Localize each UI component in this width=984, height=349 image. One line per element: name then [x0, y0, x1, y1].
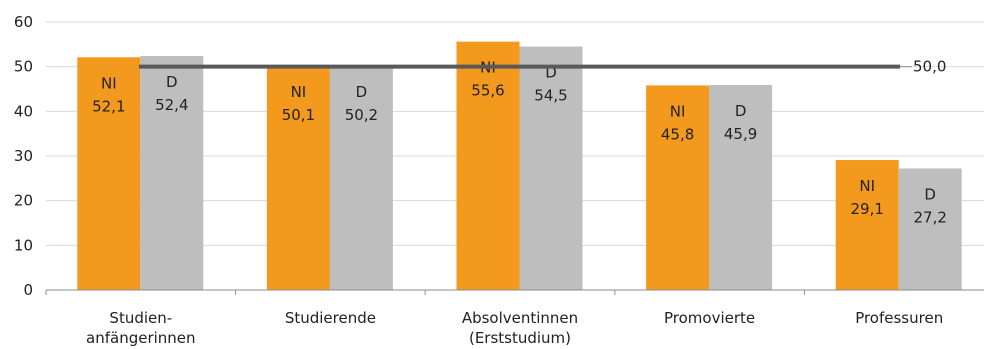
bar-ni [266, 66, 330, 290]
bar-ni [77, 57, 141, 290]
category-label: Studierende [285, 309, 376, 327]
bar-d [519, 46, 583, 290]
y-axis-ticks: 0 10 20 30 40 50 60 [14, 13, 33, 299]
reference-line-group: 50,0 [139, 58, 946, 76]
y-tick-label: 20 [14, 192, 33, 210]
y-tick-label: 30 [14, 147, 33, 165]
x-axis [45, 289, 984, 295]
bar-series-label: NI [101, 74, 117, 92]
bar-value-label: 27,2 [913, 209, 946, 227]
bar-ni [456, 41, 520, 290]
bar-value-label: 52,1 [92, 97, 125, 115]
y-tick-label: 50 [14, 58, 33, 76]
bar-value-label: 50,2 [345, 106, 378, 124]
bar-series-label: D [356, 83, 368, 101]
y-tick-label: 10 [14, 236, 33, 254]
category-label: Professuren [855, 309, 943, 327]
bar-value-label: 45,9 [724, 125, 757, 143]
y-tick-label: 60 [14, 13, 33, 31]
bars: NI 52,1 D 52,4 NI 50,1 D 50,2 NI 55,6 D 54,5 NI 45,8 D… [77, 41, 962, 290]
y-tick-label: 40 [14, 102, 33, 120]
category-label: Absolventinnen (Erststudium) [462, 309, 578, 347]
bar-series-label: D [545, 64, 557, 82]
bar-value-label: 54,5 [534, 87, 567, 105]
bar-series-label: D [924, 186, 936, 204]
bar-series-label: D [735, 102, 747, 120]
bar-ni [835, 160, 899, 290]
y-tick-label: 0 [23, 281, 33, 299]
bar-d [140, 55, 204, 290]
reference-line-label: 50,0 [913, 58, 946, 76]
bar-series-label: NI [291, 83, 307, 101]
bar-d [898, 168, 962, 290]
bar-value-label: 52,4 [155, 96, 188, 114]
bar-value-label: 50,1 [282, 106, 315, 124]
category-label: Promovierte [664, 309, 755, 327]
bar-value-label: 29,1 [850, 200, 883, 218]
bar-d [329, 65, 393, 290]
category-labels: Studien-anfängerinnen Studierende Absolven… [86, 309, 943, 347]
bar-series-label: D [166, 73, 178, 91]
category-label: Studien-anfängerinnen [86, 309, 196, 347]
bar-value-label: 45,8 [661, 125, 694, 143]
bar-value-label: 55,6 [471, 82, 504, 100]
bar-series-label: NI [859, 177, 875, 195]
bar-series-label: NI [670, 102, 686, 120]
bar-ni [646, 85, 710, 290]
bar-d [709, 84, 773, 290]
